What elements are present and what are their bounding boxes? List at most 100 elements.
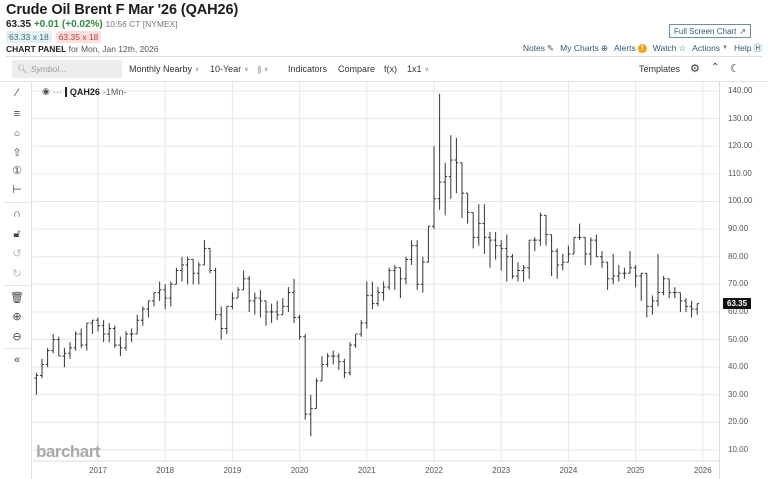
symbol-search-input[interactable]: 🔍︎ Symbol...: [12, 60, 122, 78]
help-circle-icon: Ⓗ: [753, 43, 762, 53]
x-tick-label: 2022: [425, 466, 443, 475]
x-tick-label: 2023: [492, 466, 511, 475]
alerts-link[interactable]: Alerts!: [614, 43, 647, 53]
watch-link[interactable]: Watch ☆: [653, 43, 686, 54]
watch-label: Watch: [652, 43, 677, 53]
caret-down-icon: ▼: [722, 45, 728, 51]
full-screen-label: Full Screen Chart: [674, 26, 737, 36]
collapse-icon[interactable]: «: [13, 354, 21, 366]
help-link[interactable]: Help Ⓗ: [734, 42, 762, 54]
x-tick-label: 2021: [357, 466, 376, 475]
fx-button[interactable]: f(x): [384, 64, 397, 74]
x-tick-label: 2018: [156, 466, 175, 475]
notes-label: Notes: [522, 43, 546, 53]
trash-icon[interactable]: 🗑︎: [10, 291, 24, 304]
lock-icon[interactable]: 🔓︎: [13, 227, 21, 240]
chevron-down-icon: ∨: [263, 67, 269, 73]
price-change: +0.01 (+0.02%): [33, 19, 103, 30]
quote-time: 10:56 CT [NYMEX]: [105, 19, 178, 29]
interval-dropdown[interactable]: Monthly Nearby ∨: [129, 64, 199, 74]
fx-label: f(x): [384, 64, 397, 74]
my-charts-link[interactable]: My Charts ⊕: [560, 43, 608, 54]
layout-dropdown[interactable]: 1x1 ∨: [407, 64, 429, 74]
zoom-in-icon[interactable]: ⊕: [12, 310, 22, 323]
fib-icon[interactable]: ≡: [13, 108, 21, 120]
y-tick-label: 110.00: [728, 168, 752, 178]
pencil-icon: ↗: [739, 26, 746, 36]
chevron-down-icon: ∨: [424, 66, 429, 73]
eye-visibility-icon[interactable]: ◉: [42, 86, 50, 96]
top-links: Notes ✎ My Charts ⊕ Alerts! Watch ☆ Actions…: [523, 42, 762, 54]
my-charts-label: My Charts: [560, 43, 599, 53]
arrow-up-icon[interactable]: ⇧: [12, 146, 22, 159]
range-dropdown[interactable]: 10-Year ∨: [210, 64, 249, 74]
bar-type-dropdown[interactable]: ⫾̣ ∨: [258, 64, 268, 75]
x-tick-label: 2024: [559, 466, 578, 475]
y-tick-label: 100.00: [728, 196, 753, 206]
redo-icon[interactable]: ↻: [12, 267, 22, 280]
sidebar-divider: [4, 285, 30, 286]
edit-note-icon: ✎: [547, 42, 555, 53]
y-tick-label: 140.00: [728, 86, 753, 95]
plus-circle-icon: ⊕: [600, 42, 609, 53]
quote-line: 63.35 +0.01 (+0.02%) 10:56 CT [NYMEX]: [6, 19, 178, 30]
actions-label: Actions: [692, 43, 721, 53]
x-tick-label: 2026: [693, 466, 712, 475]
price-axis[interactable]: 140.00 130.00 120.00 110.00 100.00 90.00 80.00…: [719, 82, 768, 479]
shape-icon[interactable]: ○: [13, 128, 21, 140]
y-tick-label: 130.00: [728, 113, 753, 123]
y-tick-label: 40.00: [728, 362, 749, 372]
range-label: 10-Year: [210, 64, 242, 74]
more-dots-icon[interactable]: ···: [52, 86, 62, 97]
actions-menu[interactable]: Actions ▼: [692, 43, 728, 53]
measure-icon[interactable]: ⊢: [12, 183, 22, 196]
settings-gear-icon[interactable]: ⚙: [690, 63, 700, 75]
templates-button[interactable]: Templates: [639, 64, 680, 74]
y-tick-label: 90.00: [728, 224, 749, 234]
chevron-down-icon: ∨: [195, 66, 200, 73]
y-tick-label: 80.00: [728, 251, 749, 261]
collapse-up-icon[interactable]: ⌃: [711, 62, 720, 73]
x-tick-label: 2019: [223, 466, 242, 475]
chart-panel-date-text: for Mon, Jan 12th, 2026: [68, 44, 159, 54]
y-tick-label: 70.00: [728, 279, 749, 289]
last-price-tag: 63.35: [723, 297, 752, 309]
x-tick-label: 2017: [89, 466, 107, 475]
compare-label: Compare: [338, 64, 376, 74]
last-price: 63.35: [6, 19, 32, 30]
indicators-button[interactable]: Indicators: [288, 64, 327, 74]
toolbar-divider: [0, 81, 768, 82]
notes-link[interactable]: Notes ✎: [523, 43, 554, 54]
zoom-out-icon[interactable]: ⊖: [12, 330, 22, 343]
full-screen-chart-button[interactable]: Full Screen Chart ↗: [669, 24, 751, 38]
sidebar-divider: [4, 202, 30, 203]
chart-panel-label: CHART PANEL: [6, 44, 67, 54]
y-tick-label: 30.00: [728, 389, 749, 399]
bid-ask: 63.33 x 18 63.35 x 18: [6, 31, 102, 43]
ask-badge: 63.35 x 18: [55, 31, 102, 43]
search-icon: 🔍︎: [17, 63, 28, 74]
y-tick-label: 10.00: [728, 445, 749, 454]
line-draw-icon[interactable]: ∕: [16, 87, 18, 99]
price-chart[interactable]: [33, 82, 719, 462]
sidebar-divider: [4, 348, 30, 349]
compare-button[interactable]: Compare: [338, 64, 375, 74]
chevron-down-icon: ∨: [244, 66, 249, 73]
undo-icon[interactable]: ↺: [12, 247, 22, 260]
y-tick-label: 20.00: [728, 417, 749, 427]
dark-mode-moon-icon[interactable]: ☾: [730, 63, 740, 75]
symbol-placeholder: Symbol...: [30, 64, 67, 74]
help-label: Help: [734, 43, 752, 53]
series-color-swatch: [64, 86, 67, 97]
legend-period: -1Mn-: [102, 86, 127, 97]
indicators-label: Indicators: [288, 64, 328, 74]
templates-label: Templates: [639, 64, 681, 74]
ohlc-bars: [34, 93, 700, 437]
interval-label: Monthly Nearby: [129, 64, 193, 74]
instrument-title: Crude Oil Brent F Mar '26 (QAH26): [6, 2, 239, 18]
drawing-tools-sidebar: ∕ ≡ ○ ⇧ ① ⊢ ∩ 🔓︎ ↺ ↻ 🗑︎ ⊕ ⊖ «: [0, 82, 32, 479]
x-tick-label: 2025: [626, 466, 645, 475]
ohlc-bar-icon: ⫾̣: [258, 64, 261, 74]
number-marker-icon[interactable]: ①: [12, 164, 22, 177]
magnet-icon[interactable]: ∩: [13, 208, 21, 220]
